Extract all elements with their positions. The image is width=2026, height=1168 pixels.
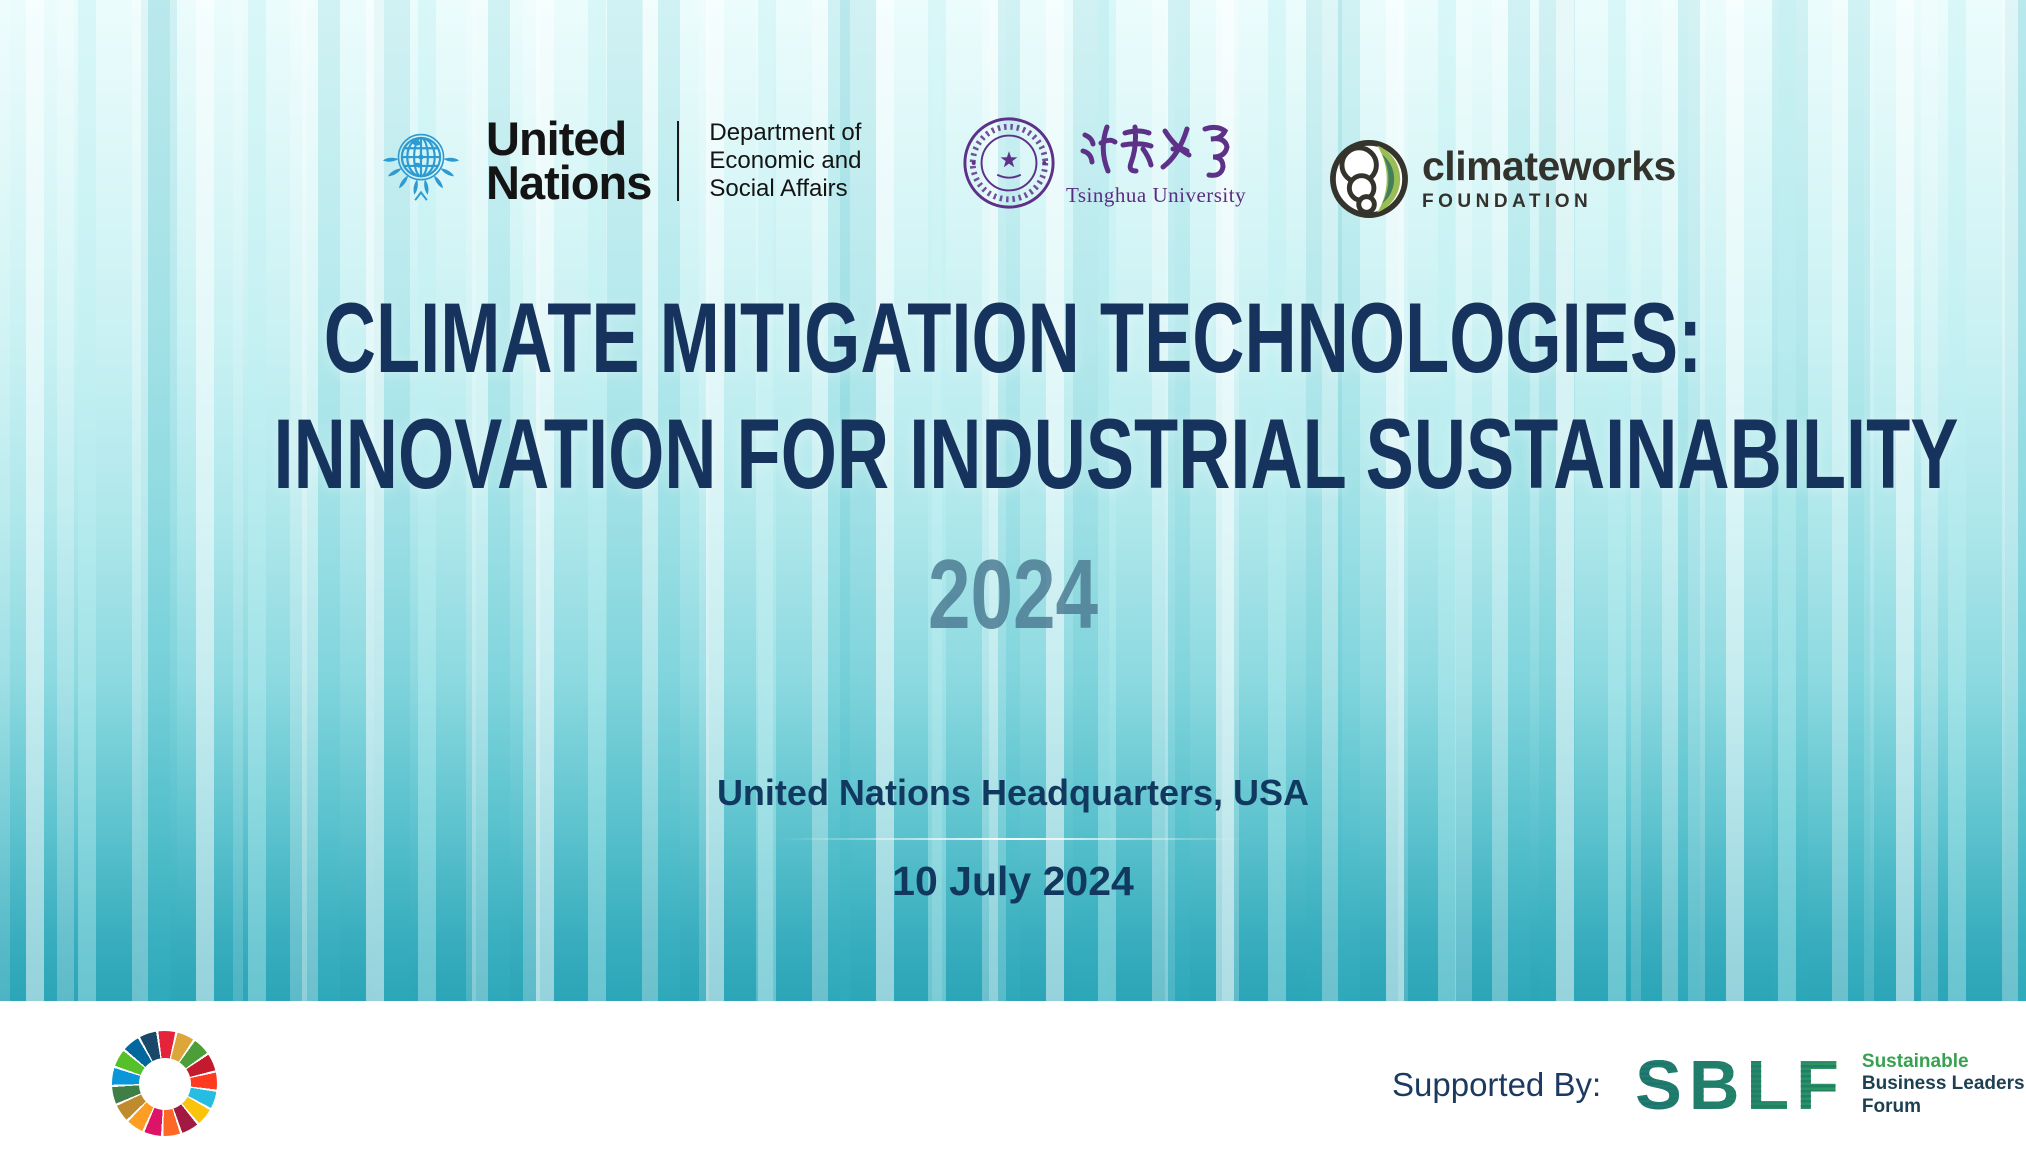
event-title: CLIMATE MITIGATION TECHNOLOGIES: INNOVAT… (273, 280, 1959, 512)
un-wordmark-line1: United (486, 111, 627, 165)
hero-background: United Nations Department of Economic an… (0, 0, 2026, 1001)
event-year: 2024 (927, 539, 1099, 649)
desa-line2: Economic and (709, 146, 862, 174)
sdg-wheel-icon (112, 1031, 217, 1136)
sblf-name-text: Sustainable Business Leaders Forum (1862, 1051, 2025, 1118)
desa-line1: Department of (709, 118, 862, 146)
un-wordmark-line2: Nations (486, 156, 652, 209)
sblf-name-line3: Forum (1861, 1095, 1922, 1117)
desa-line3: Social Affairs (709, 175, 848, 203)
event-venue: United Nations Headquarters, USA (716, 772, 1310, 813)
vertical-streaks-texture (0, 0, 2026, 1001)
event-title-line2: INNOVATION FOR INDUSTRIAL SUSTAINABILITY (273, 397, 1959, 509)
climateworks-wordmark: climateworks (1422, 142, 1676, 189)
desa-label: Department of Economic and Social Affair… (709, 119, 861, 204)
sblf-name-line1: Sustainable (1861, 1050, 1969, 1072)
un-wordmark: United Nations (486, 111, 652, 209)
event-title-line1: CLIMATE MITIGATION TECHNOLOGIES: (323, 282, 1703, 393)
climateworks-subtitle: FOUNDATION (1422, 190, 1593, 212)
un-laurel (382, 157, 460, 195)
sblf-wordmark: SBLF (1635, 1045, 1846, 1124)
tsinghua-wordmark-calligraphy (1080, 124, 1230, 178)
tsinghua-wordmark-en: Tsinghua University (1066, 182, 1247, 207)
un-desa-logo: United Nations Department of Economic an… (372, 112, 861, 210)
logo-divider-line (677, 121, 680, 201)
supported-by-label: Supported By: (1392, 1065, 1602, 1103)
climateworks-logo: climateworks FOUNDATION (1328, 138, 1676, 220)
venue-date-divider (778, 838, 1248, 840)
tsinghua-emblem-icon (963, 117, 1055, 209)
event-date: 10 July 2024 (892, 858, 1134, 904)
climateworks-mark-icon (1330, 140, 1408, 218)
footer-bar: Supported By: SBLF Sustainable Business … (0, 1001, 2026, 1168)
sblf-name-line2: Business Leaders (1861, 1073, 2025, 1095)
supported-by-block: Supported By: SBLF Sustainable Business … (1392, 1045, 2025, 1124)
tsinghua-logo: Tsinghua University (960, 114, 1246, 212)
un-emblem-icon (382, 133, 460, 201)
